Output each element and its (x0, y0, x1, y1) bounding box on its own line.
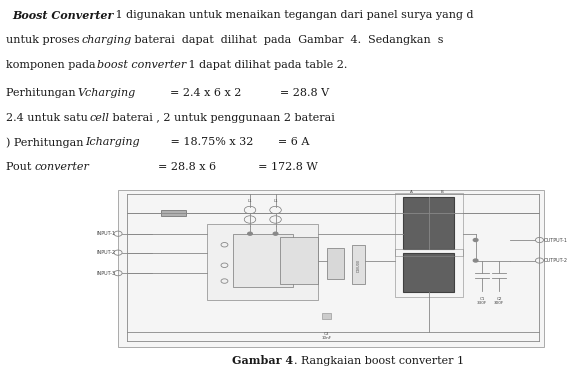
Circle shape (274, 232, 278, 235)
Text: . Rangkaian boost converter 1: . Rangkaian boost converter 1 (294, 356, 464, 366)
Text: OUTPUT-2: OUTPUT-2 (544, 258, 568, 263)
Text: C2
300F: C2 300F (494, 297, 504, 305)
Text: C1
330F: C1 330F (477, 297, 487, 305)
Text: = 28.8 x 6            = 172.8 W: = 28.8 x 6 = 172.8 W (88, 162, 318, 172)
Text: C3
10nF: C3 10nF (322, 332, 332, 340)
Bar (394, 193, 463, 256)
Bar (326, 248, 343, 279)
Text: converter: converter (34, 162, 89, 172)
Bar (161, 210, 186, 216)
Bar (352, 245, 365, 284)
Text: Vcharging: Vcharging (77, 88, 136, 98)
Circle shape (473, 259, 478, 262)
Text: Icharging: Icharging (85, 137, 140, 147)
Text: Perhitungan: Perhitungan (6, 88, 79, 98)
Text: komponen pada: komponen pada (6, 60, 99, 69)
Text: cell: cell (90, 113, 109, 123)
Circle shape (248, 232, 252, 235)
Text: OUTPUT-1: OUTPUT-1 (544, 238, 568, 243)
Circle shape (473, 238, 478, 241)
Text: INPUT-2: INPUT-2 (96, 250, 115, 255)
Text: Boost Converter: Boost Converter (13, 11, 114, 22)
Text: A: A (410, 190, 413, 194)
Bar (394, 249, 463, 297)
Text: Gambar 4: Gambar 4 (232, 355, 294, 366)
Bar (233, 234, 292, 287)
Bar (403, 253, 454, 292)
Bar (280, 237, 318, 284)
Text: INPUT-3: INPUT-3 (96, 271, 115, 276)
Text: charging: charging (82, 35, 131, 45)
Bar (403, 197, 454, 249)
Text: 1 digunakan untuk menaikan tegangan dari panel surya yang d: 1 digunakan untuk menaikan tegangan dari… (112, 11, 474, 20)
Text: baterai  dapat  dilihat  pada  Gambar  4.  Sedangkan  s: baterai dapat dilihat pada Gambar 4. Sed… (131, 35, 443, 45)
Text: baterai , 2 untuk penggunaan 2 baterai: baterai , 2 untuk penggunaan 2 baterai (109, 113, 335, 123)
Text: Pout: Pout (6, 162, 35, 172)
Bar (207, 224, 318, 300)
Text: L1: L1 (273, 199, 278, 202)
Text: ) Perhitungan: ) Perhitungan (6, 137, 87, 148)
Text: = 2.4 x 6 x 2           = 28.8 V: = 2.4 x 6 x 2 = 28.8 V (134, 88, 329, 98)
Text: 1 dapat dilihat pada table 2.: 1 dapat dilihat pada table 2. (184, 60, 347, 69)
Text: INPUT-1: INPUT-1 (96, 231, 115, 236)
Text: = 18.75% x 32       = 6 A: = 18.75% x 32 = 6 A (139, 137, 309, 147)
Bar (322, 313, 331, 319)
Text: B: B (440, 190, 443, 194)
Text: DIVU00: DIVU00 (356, 259, 360, 272)
Text: L1: L1 (248, 199, 252, 202)
Text: untuk proses: untuk proses (6, 35, 83, 45)
Text: 2.4 untuk satu: 2.4 untuk satu (6, 113, 91, 123)
Bar (118, 190, 544, 347)
Text: boost converter: boost converter (97, 60, 187, 69)
